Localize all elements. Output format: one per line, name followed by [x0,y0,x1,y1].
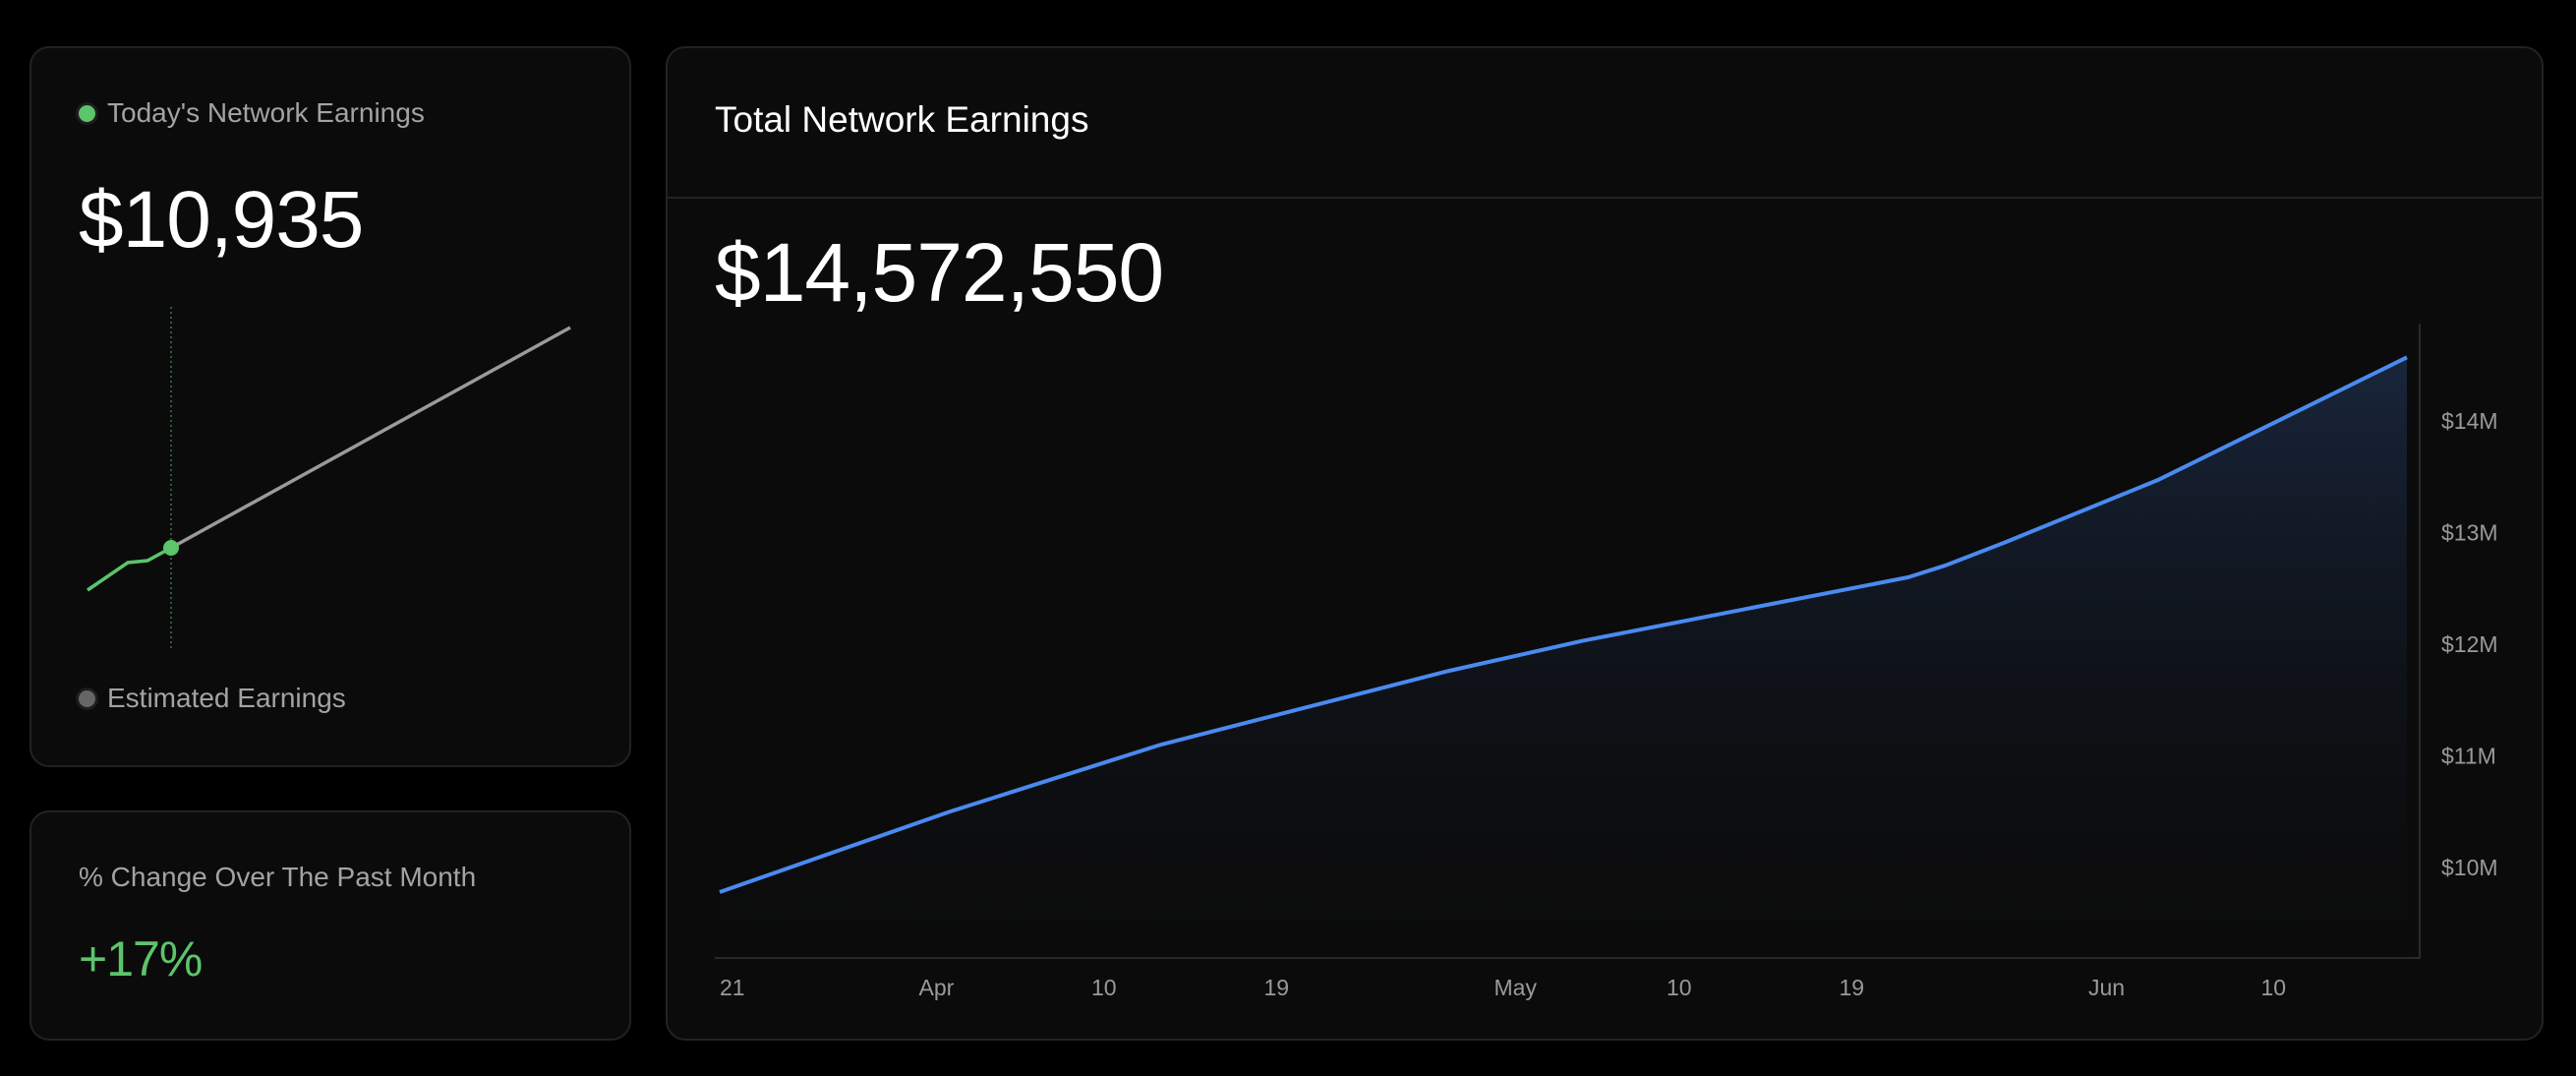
earnings-area [720,357,2407,958]
todays-earnings-sparkline [87,307,571,648]
current-earnings-point [163,540,179,556]
earnings-line [719,355,2408,894]
x-tick-label: 10 [1091,975,1117,1000]
y-tick-label: $11M [2441,744,2496,769]
total-earnings-value: $14,572,550 [715,226,1164,319]
legend-todays-earnings: Today's Network Earnings [79,97,425,129]
header-divider [668,197,2542,199]
x-tick-label: May [1494,975,1538,1000]
x-tick-label: Apr [919,975,955,1000]
estimated-earnings-line [170,326,571,550]
x-tick-label: 10 [1667,975,1692,1000]
y-tick-label: $12M [2441,631,2498,657]
x-tick-label: 19 [1840,975,1865,1000]
x-tick-label: 21 [720,975,745,1000]
actual-earnings-line [87,546,172,592]
total-earnings-title: Total Network Earnings [715,99,1089,140]
legend-todays-earnings-label: Today's Network Earnings [107,97,425,128]
green-dot-icon [79,104,95,122]
percent-change-label: % Change Over The Past Month [79,862,477,892]
percent-change-card: % Change Over The Past Month +17% [29,810,631,1041]
y-tick-label: $14M [2441,408,2498,434]
todays-earnings-value: $10,935 [79,175,364,265]
x-tick-label: Jun [2088,975,2125,1000]
legend-estimated-earnings: Estimated Earnings [79,683,346,714]
x-tick-label: 10 [2261,975,2287,1000]
legend-estimated-earnings-label: Estimated Earnings [107,683,346,713]
percent-change-value: +17% [79,931,203,986]
y-tick-label: $13M [2441,520,2498,546]
x-tick-label: 19 [1264,975,1290,1000]
y-tick-label: $10M [2441,855,2498,880]
todays-earnings-card: Today's Network Earnings $10,935 Estimat… [29,46,631,767]
gray-dot-icon [79,689,95,707]
